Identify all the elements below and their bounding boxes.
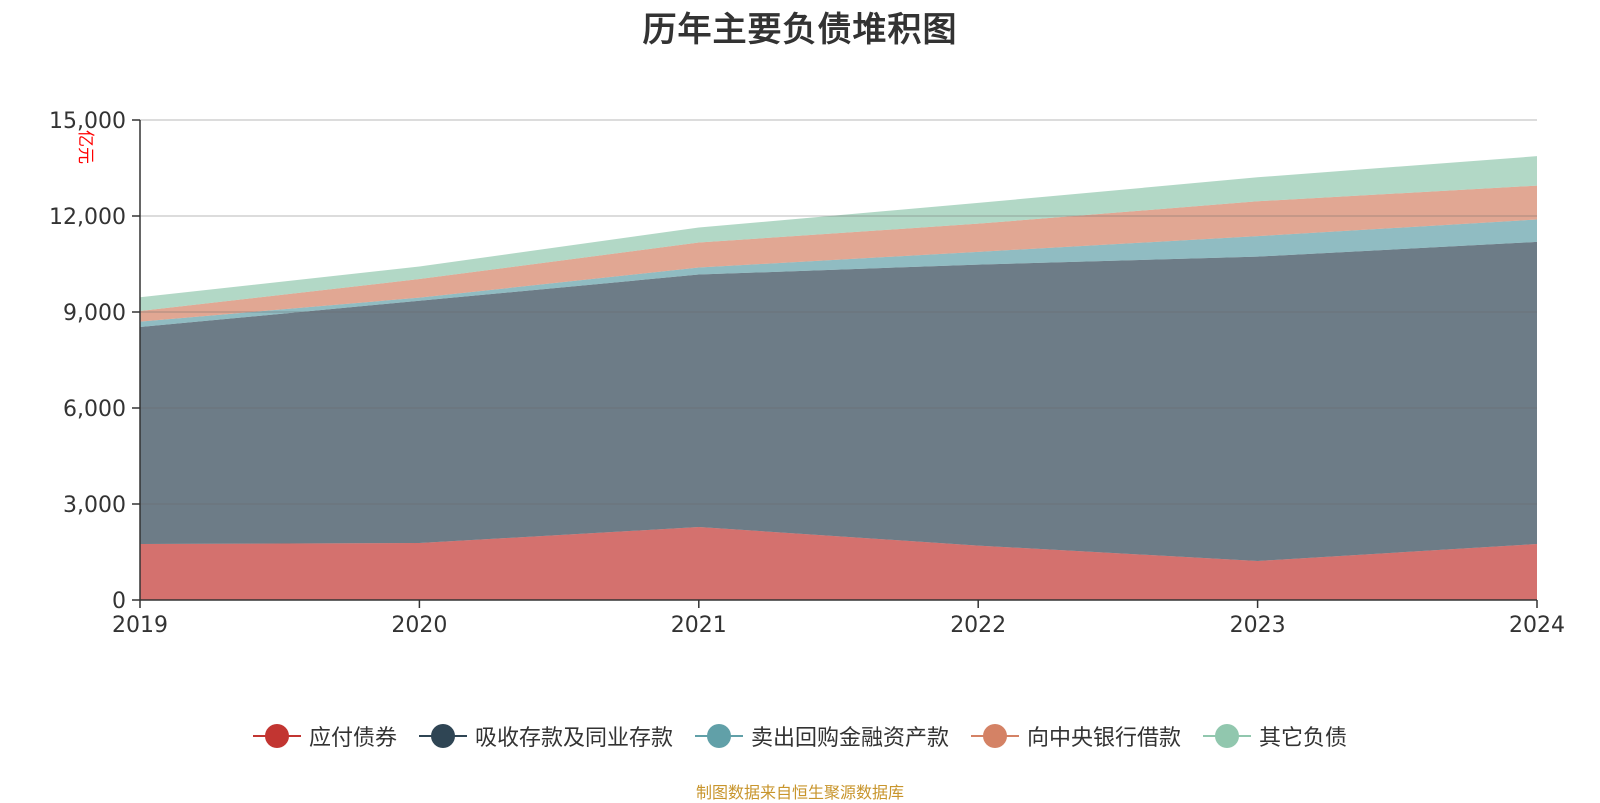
x-tick-label-1: 2019	[112, 613, 168, 638]
legend-item-3[interactable]: 卖出回购金融资产款	[694, 720, 949, 752]
chart-legend: 应付债券 吸收存款及同业存款 卖出回购金融资产款 向中央银行借款 其它负债	[0, 720, 1600, 752]
legend-marker-icon	[694, 724, 743, 748]
y-tick-label-3: 6,000	[63, 397, 126, 422]
legend-item-5[interactable]: 其它负债	[1203, 720, 1347, 752]
y-axis-unit-label: 亿元	[75, 130, 95, 164]
legend-label: 吸收存款及同业存款	[474, 726, 673, 751]
legend-label: 向中央银行借款	[1027, 726, 1182, 751]
legend-marker-icon	[252, 724, 301, 748]
legend-item-1[interactable]: 应付债券	[252, 720, 397, 752]
area-series-group	[140, 156, 1537, 600]
legend-item-2[interactable]: 吸收存款及同业存款	[418, 720, 673, 752]
y-tick-label-6: 15,000	[49, 109, 126, 134]
axes: 0 3,000 6,000 9,000 12,000 15,000 2019 2020 2021…	[49, 109, 1565, 638]
y-tick-label-5: 12,000	[49, 205, 126, 230]
area-series-4	[140, 185, 1537, 322]
y-tick-label-4: 9,000	[63, 301, 126, 326]
chart-title: 历年主要负债堆积图	[642, 10, 958, 50]
y-tick-label-1: 0	[112, 589, 126, 614]
grid-lines	[140, 119, 1537, 505]
area-series-3	[140, 219, 1537, 328]
legend-marker-icon	[971, 724, 1019, 748]
x-tick-label-5: 2023	[1230, 613, 1286, 638]
legend-marker-icon	[418, 724, 467, 748]
y-tick-label-2: 3,000	[63, 493, 126, 518]
legend-label: 应付债券	[308, 726, 397, 751]
area-series-1	[140, 527, 1537, 600]
legend-label: 其它负债	[1259, 726, 1348, 751]
x-tick-label-3: 2021	[671, 613, 727, 638]
legend-item-4[interactable]: 向中央银行借款	[971, 720, 1181, 752]
legend-label: 卖出回购金融资产款	[750, 726, 949, 751]
source-note: 制图数据来自恒生聚源数据库	[695, 783, 904, 802]
x-tick-label-2: 2020	[391, 613, 447, 638]
legend-marker-icon	[1203, 724, 1252, 748]
x-tick-label-6: 2024	[1509, 613, 1565, 638]
area-series-2	[140, 241, 1537, 561]
area-series-5	[140, 156, 1537, 312]
x-tick-label-4: 2022	[950, 613, 1006, 638]
